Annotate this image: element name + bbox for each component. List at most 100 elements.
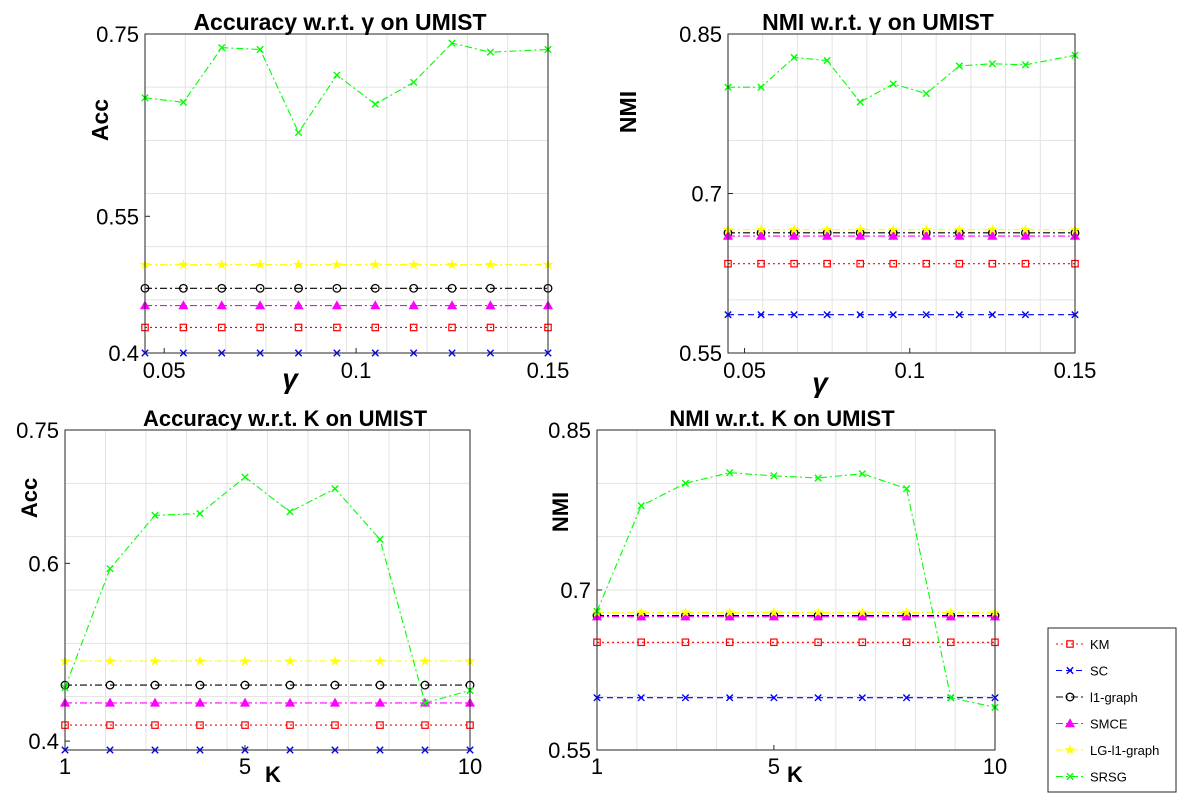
y-tick-label: 0.4 (28, 729, 59, 754)
data-point (106, 564, 114, 573)
data-point (814, 638, 822, 647)
data-point (331, 258, 343, 270)
data-point (408, 300, 419, 310)
data-point (947, 694, 955, 702)
data-point (637, 502, 645, 510)
data-point (813, 611, 824, 621)
data-point (822, 230, 833, 240)
x-axis-label: K (265, 762, 281, 787)
x-tick-label: 10 (983, 754, 1007, 779)
axes-frame (144, 33, 549, 354)
data-point (724, 606, 736, 618)
data-point (333, 71, 341, 79)
data-point (241, 473, 249, 481)
data-point (104, 655, 116, 666)
data-point (218, 43, 226, 52)
data-point (988, 311, 997, 319)
chart-panel-1: 0.4 0.55 0.75 0.05 0.1 0.15 Accuracy w.r.t. γ … (87, 9, 569, 394)
series-smce (139, 300, 554, 310)
data-point (637, 638, 646, 647)
data-point (486, 323, 495, 332)
y-axis-label: NMI (548, 492, 573, 532)
data-point (371, 323, 380, 332)
y-axis-label: Acc (87, 99, 113, 141)
data-point (178, 300, 189, 310)
data-point (856, 98, 864, 106)
data-point (770, 472, 778, 480)
data-point (294, 323, 303, 332)
data-point (814, 694, 822, 702)
data-point (294, 283, 303, 293)
data-point (239, 655, 251, 666)
data-point (637, 694, 645, 702)
data-point (419, 655, 431, 666)
x-tick-label: 0.15 (527, 358, 570, 383)
x-tick-label: 0.05 (723, 358, 766, 383)
data-point (955, 311, 964, 319)
data-point (858, 470, 867, 478)
legend-marker (1065, 692, 1075, 702)
data-point (823, 56, 831, 65)
data-point (421, 699, 429, 707)
data-point (790, 311, 798, 319)
data-point (254, 258, 266, 270)
data-point (823, 311, 831, 319)
data-point (888, 230, 899, 240)
legend-entry-km: KM (1056, 637, 1110, 652)
series-smce (591, 611, 1001, 621)
data-point (635, 606, 647, 618)
data-point (757, 311, 765, 319)
data-point (987, 230, 998, 240)
data-point (636, 611, 647, 621)
data-point (812, 606, 824, 618)
data-point (680, 611, 691, 621)
x-tick-label: 10 (458, 754, 482, 779)
data-point (255, 283, 265, 293)
x-tick-label: 5 (768, 754, 780, 779)
data-point (486, 48, 495, 56)
data-point (330, 680, 340, 690)
data-point (421, 721, 429, 729)
data-point (485, 300, 496, 310)
data-point (293, 258, 304, 270)
data-point (858, 638, 867, 647)
data-point (988, 60, 997, 68)
y-axis-label: NMI (615, 91, 641, 133)
x-tick-label: 5 (239, 754, 251, 779)
data-point (901, 606, 912, 618)
data-point (768, 611, 779, 621)
data-point (814, 474, 822, 482)
data-point (408, 258, 420, 270)
data-point (331, 300, 342, 310)
legend-label: LG-l1-graph (1090, 743, 1159, 758)
data-point (370, 300, 381, 310)
data-point (256, 45, 264, 54)
data-point (986, 223, 998, 235)
data-point (239, 697, 251, 707)
data-point (285, 680, 295, 690)
data-point (194, 655, 206, 666)
x-tick-label: 0.1 (894, 358, 925, 383)
legend-entry-l1-graph: l1-graph (1056, 690, 1138, 705)
data-point (855, 230, 866, 240)
y-tick-label: 0.55 (96, 204, 139, 229)
data-point (369, 258, 381, 270)
data-point (241, 721, 249, 729)
data-point (370, 283, 380, 293)
data-point (284, 655, 296, 666)
data-point (945, 606, 957, 618)
data-point (922, 89, 930, 98)
series-lg-l1-graph (591, 606, 1001, 618)
data-point (179, 98, 188, 107)
series-srsg (141, 39, 552, 137)
legend: KM SC l1-graph SMCE LG-l1-graph SRSG (1047, 627, 1177, 793)
y-axis-label: Acc (17, 478, 42, 518)
data-point (293, 300, 304, 310)
legend-marker (1066, 772, 1074, 781)
y-tick-label: 0.85 (548, 418, 591, 443)
data-point (954, 230, 965, 240)
data-point (889, 259, 898, 268)
data-point (374, 655, 386, 666)
data-point (286, 508, 294, 516)
series-km (141, 323, 552, 332)
